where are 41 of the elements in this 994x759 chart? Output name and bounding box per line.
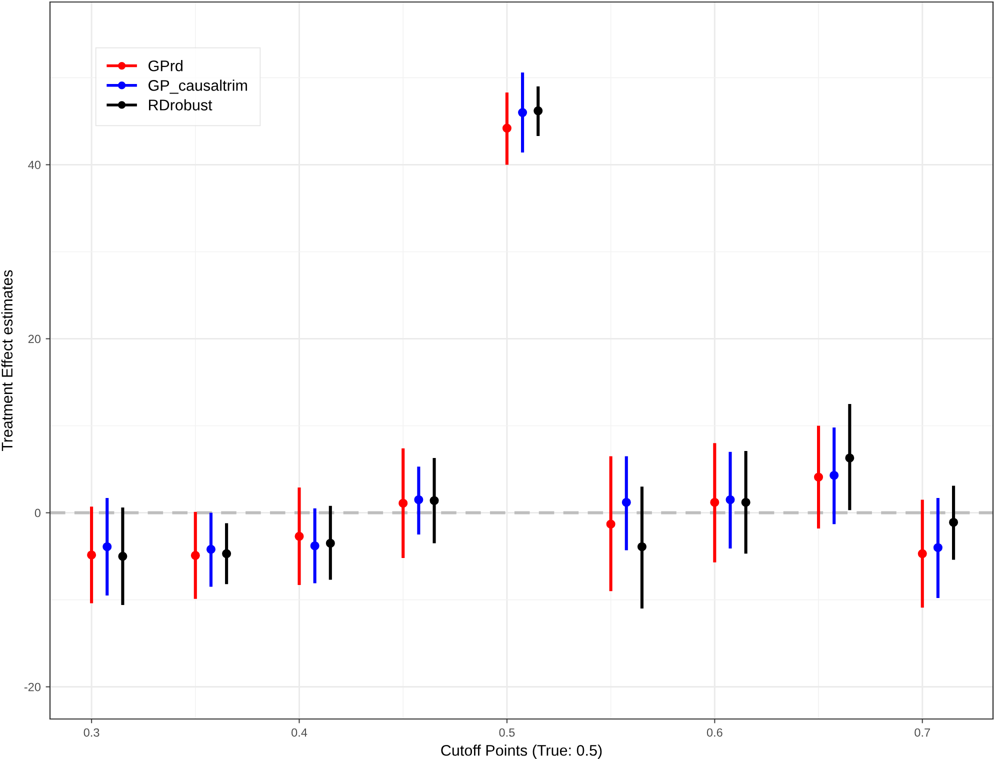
point [918,549,927,558]
point [830,470,839,480]
point [622,498,631,507]
x-axis-title: Cutoff Points (True: 0.5) [441,744,602,759]
point [726,495,735,504]
y-tick-label: 20 [28,334,41,344]
point [814,472,824,482]
x-tick-label: 0.5 [499,728,515,737]
x-tick-label: 0.3 [84,728,100,737]
point [398,498,408,508]
legend-label: GP_causaltrim [148,80,247,94]
y-tick-label: -20 [24,682,41,692]
y-axis-title: Treatment Effect estimates [1,270,13,452]
x-tick-label: 0.7 [914,728,930,737]
point [102,542,112,552]
y-tick-label: 40 [28,160,41,170]
point [222,549,232,558]
point [190,550,200,560]
point [933,543,942,552]
point [326,538,335,548]
point [949,518,958,527]
point [710,498,720,507]
point [310,541,320,550]
point [518,108,528,118]
legend-label: GPrd [148,60,182,72]
point [606,520,616,529]
point [741,498,750,507]
point [206,544,216,554]
point [430,496,439,506]
point [414,495,424,504]
point [502,124,512,133]
point [118,552,128,561]
point [534,106,543,116]
point [294,532,304,541]
point [637,542,646,552]
y-tick-label: 0 [34,508,41,518]
point [87,550,96,560]
x-tick-label: 0.4 [292,728,308,737]
x-tick-label: 0.6 [706,728,722,737]
point [845,453,854,462]
legend-label: RDrobust [149,99,212,110]
